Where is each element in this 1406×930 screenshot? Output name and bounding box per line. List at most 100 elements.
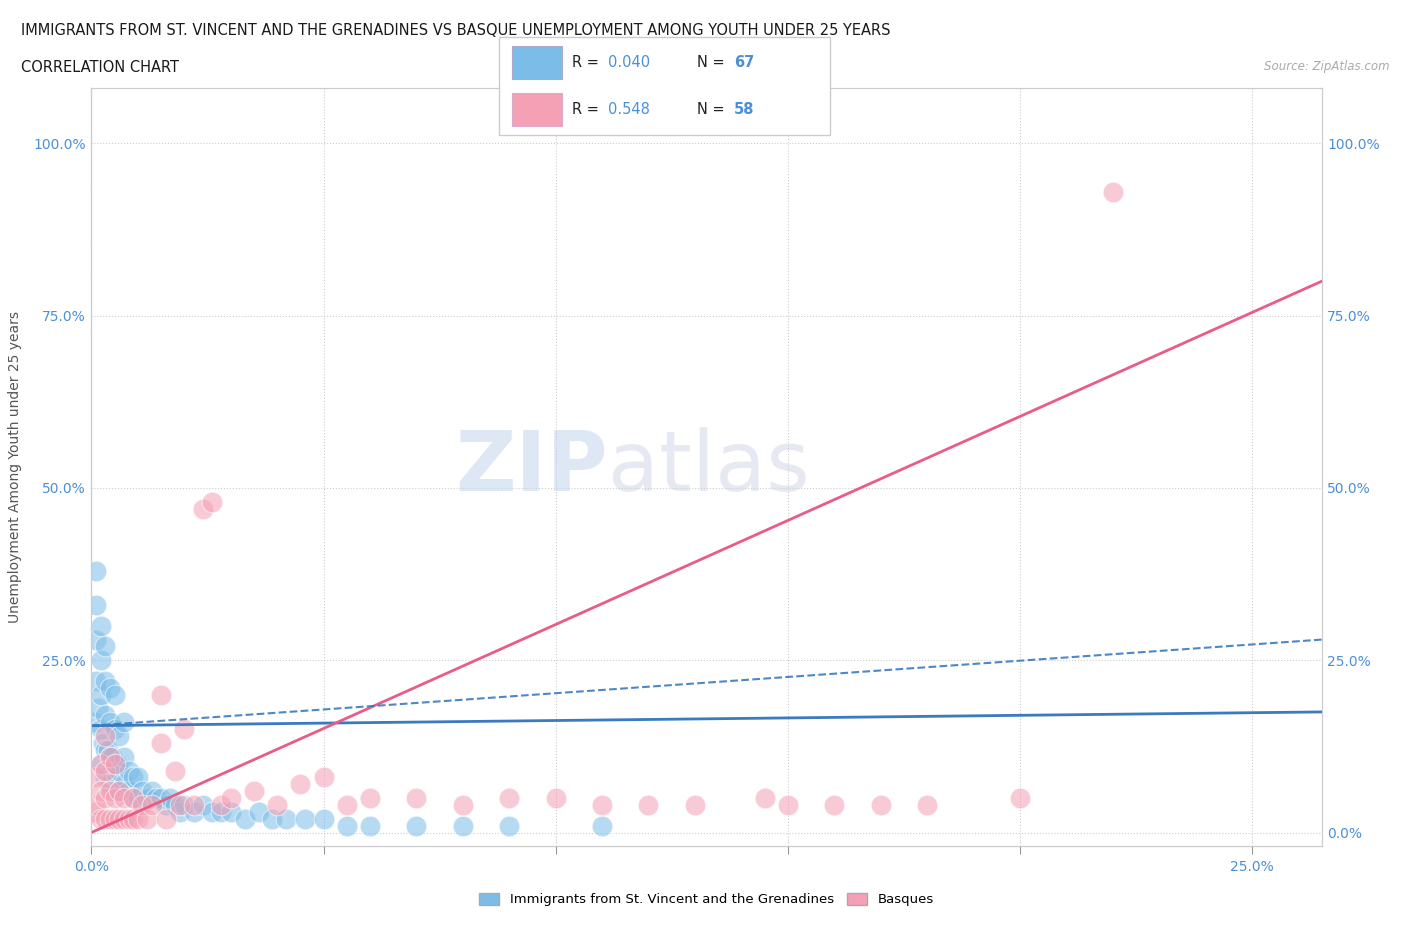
Point: [136, 811, 159, 826]
Point: [451, 798, 474, 813]
Point: [94, 811, 117, 826]
Point: [98, 681, 121, 696]
Point: [112, 715, 135, 730]
Point: [84, 673, 107, 688]
Point: [163, 763, 186, 777]
Point: [173, 722, 195, 737]
Point: [90, 756, 112, 771]
Point: [108, 763, 131, 777]
Point: [104, 756, 127, 771]
Text: Source: ZipAtlas.com: Source: ZipAtlas.com: [1264, 60, 1389, 73]
Point: [150, 687, 173, 702]
Point: [94, 763, 117, 777]
Point: [104, 811, 127, 826]
Point: [94, 790, 117, 805]
Point: [117, 784, 139, 799]
FancyBboxPatch shape: [499, 37, 830, 135]
Point: [247, 804, 270, 819]
Point: [163, 798, 186, 813]
Point: [98, 811, 121, 826]
Point: [451, 818, 474, 833]
Point: [145, 790, 167, 805]
Point: [191, 501, 214, 516]
Point: [173, 798, 195, 813]
Point: [94, 639, 117, 654]
Point: [127, 770, 149, 785]
Point: [683, 798, 706, 813]
Text: 0.040: 0.040: [609, 55, 651, 70]
Point: [276, 811, 298, 826]
Point: [98, 750, 121, 764]
Point: [312, 770, 335, 785]
Point: [359, 818, 381, 833]
Point: [90, 811, 112, 826]
Point: [209, 798, 232, 813]
Point: [359, 790, 381, 805]
Point: [104, 687, 127, 702]
Point: [94, 708, 117, 723]
Point: [112, 790, 135, 805]
Point: [1101, 184, 1123, 199]
Point: [94, 742, 117, 757]
Point: [117, 763, 139, 777]
Point: [169, 798, 191, 813]
Point: [90, 687, 112, 702]
Point: [105, 756, 128, 771]
Text: ZIP: ZIP: [456, 427, 607, 508]
Point: [98, 715, 121, 730]
Point: [169, 804, 191, 819]
Point: [262, 811, 284, 826]
Point: [98, 750, 121, 764]
Point: [108, 811, 131, 826]
Text: R =: R =: [572, 55, 603, 70]
Point: [90, 756, 112, 771]
Point: [104, 756, 127, 771]
Point: [219, 804, 242, 819]
Point: [131, 798, 153, 813]
Point: [84, 770, 107, 785]
Point: [405, 790, 427, 805]
Text: N =: N =: [697, 55, 730, 70]
Point: [90, 722, 112, 737]
Point: [405, 818, 427, 833]
Point: [294, 811, 316, 826]
Point: [108, 784, 131, 799]
Point: [776, 798, 799, 813]
Point: [108, 728, 131, 743]
Point: [122, 790, 145, 805]
Point: [150, 790, 173, 805]
Point: [136, 790, 159, 805]
Point: [591, 798, 613, 813]
Point: [243, 784, 266, 799]
Point: [823, 798, 845, 813]
Point: [91, 736, 114, 751]
Point: [87, 701, 110, 716]
Point: [336, 798, 359, 813]
Point: [150, 736, 173, 751]
Point: [112, 811, 135, 826]
FancyBboxPatch shape: [512, 93, 562, 126]
Point: [122, 811, 145, 826]
Point: [155, 811, 177, 826]
Point: [97, 742, 120, 757]
Point: [201, 804, 224, 819]
Text: atlas: atlas: [607, 427, 810, 508]
Point: [104, 784, 127, 799]
Point: [544, 790, 567, 805]
Point: [915, 798, 938, 813]
Point: [290, 777, 312, 791]
Point: [233, 811, 256, 826]
Y-axis label: Unemployment Among Youth under 25 years: Unemployment Among Youth under 25 years: [8, 312, 22, 623]
Point: [104, 722, 127, 737]
Point: [183, 798, 205, 813]
Point: [637, 798, 659, 813]
Point: [312, 811, 335, 826]
Point: [141, 784, 163, 799]
Point: [94, 673, 117, 688]
Point: [591, 818, 613, 833]
Point: [159, 790, 181, 805]
Point: [83, 715, 105, 730]
Point: [131, 784, 153, 799]
Point: [98, 784, 121, 799]
Point: [112, 750, 135, 764]
